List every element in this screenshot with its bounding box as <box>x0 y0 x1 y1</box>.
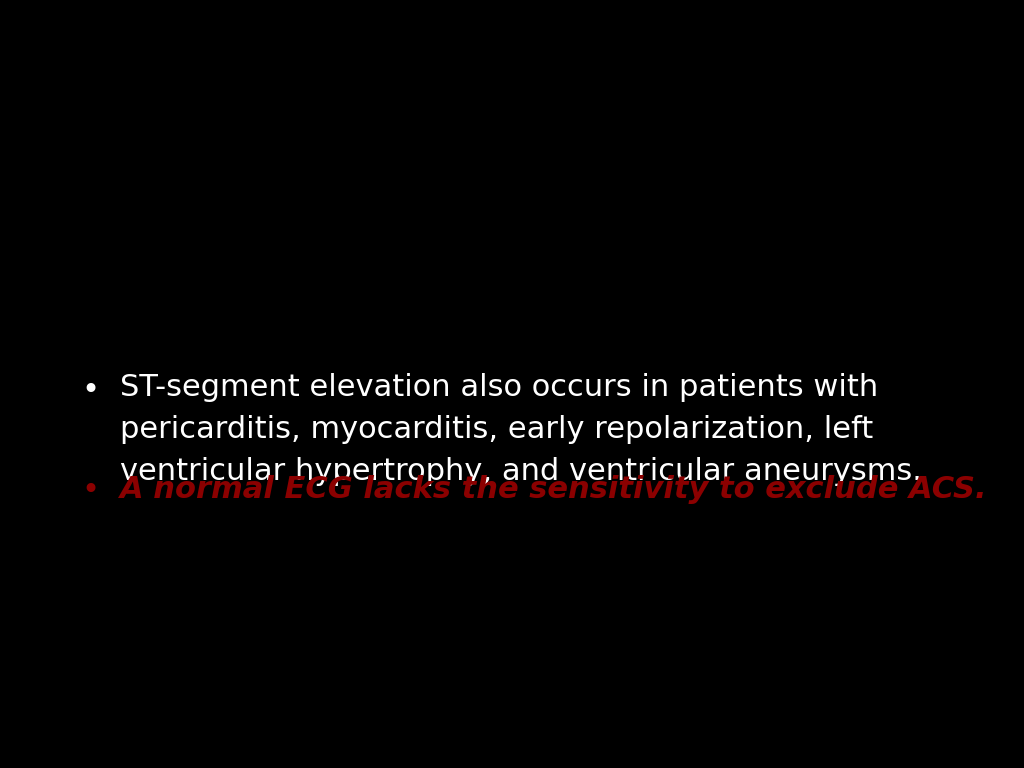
Text: ventricular hypertrophy, and ventricular aneurysms.: ventricular hypertrophy, and ventricular… <box>120 458 922 486</box>
Text: pericarditis, myocarditis, early repolarization, left: pericarditis, myocarditis, early repolar… <box>120 415 873 445</box>
Text: •: • <box>81 475 99 505</box>
Text: A normal ECG lacks the sensitivity to exclude ACS.: A normal ECG lacks the sensitivity to ex… <box>120 475 987 505</box>
Text: ST-segment elevation also occurs in patients with: ST-segment elevation also occurs in pati… <box>120 373 879 402</box>
Text: •: • <box>81 376 99 405</box>
